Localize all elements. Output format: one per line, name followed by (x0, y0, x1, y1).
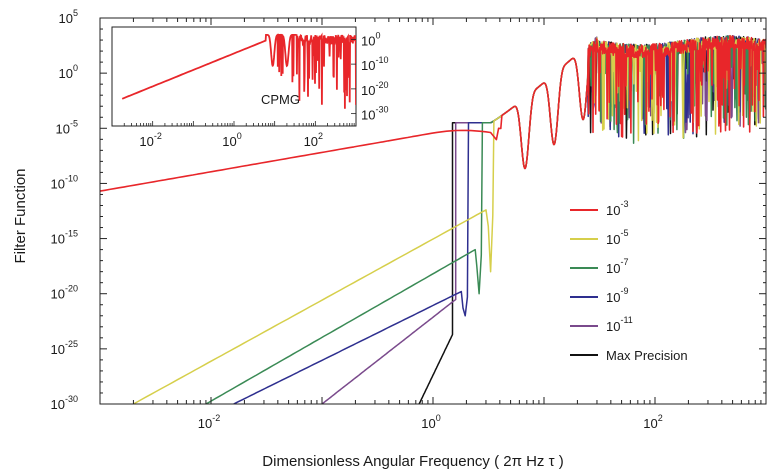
inset-x-tick-label: 10-2 (139, 131, 161, 149)
series-line-10e-3 (100, 34, 766, 192)
y-tick-label: 10-10 (51, 173, 78, 191)
series-layer (100, 34, 766, 404)
legend-label: 10-11 (606, 315, 633, 334)
series-line-10e-5 (133, 34, 766, 404)
legend-label: Max Precision (606, 348, 688, 363)
axes-layer: 10-2 100 102 105 100 10-5 10-10 10-15 10-20 10-25… (51, 8, 767, 431)
inset-chart: 10-2 100 102 100 10-10 10-20 10-30 CPMG (111, 26, 388, 149)
y-tick-label: 10-5 (56, 118, 78, 136)
legend-label: 10-5 (606, 228, 628, 247)
y-tick-label: 100 (59, 63, 78, 81)
x-tick-label: 10-2 (198, 413, 220, 431)
inset-series-line (121, 32, 356, 109)
legend-label: 10-7 (606, 257, 628, 276)
inset-x-tick-label: 100 (222, 131, 241, 149)
y-tick-label: 10-15 (51, 229, 78, 247)
legend-label: 10-9 (606, 286, 628, 305)
inset-y-tick-label: 10-30 (361, 105, 388, 123)
legend-label: 10-3 (606, 199, 628, 218)
x-tick-label: 100 (421, 413, 440, 431)
y-tick-label: 10-30 (51, 394, 78, 412)
x-tick-label: 102 (643, 413, 662, 431)
y-tick-label: 10-20 (51, 284, 78, 302)
x-axis-label: Dimensionless Angular Frequency ( 2π Hz … (262, 453, 563, 470)
y-tick-label: 10-25 (51, 339, 78, 357)
inset-y-tick-label: 10-20 (361, 80, 388, 98)
inset-label: CPMG (261, 92, 300, 107)
inset-x-tick-label: 102 (304, 131, 323, 149)
y-axis-label: Filter Function (12, 168, 29, 263)
inset-y-tick-label: 10-10 (361, 55, 388, 73)
legend: 10-3 10-5 10-7 10-9 10-11 Max Precision (570, 199, 688, 363)
y-tick-label: 105 (59, 8, 78, 26)
inset-y-tick-label: 100 (361, 30, 380, 48)
